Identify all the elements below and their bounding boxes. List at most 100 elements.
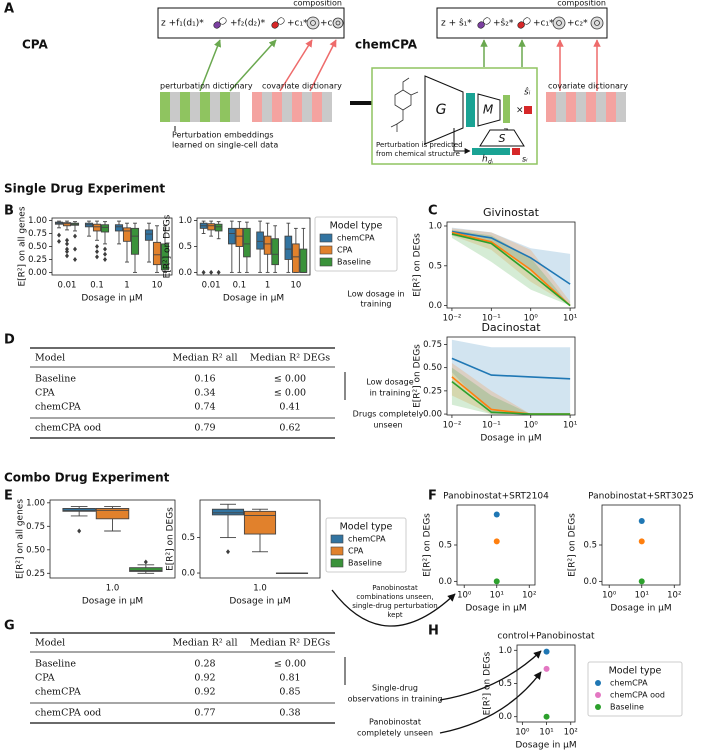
annotation: single-drug perturbation [352,602,438,610]
scale-label: ŝᵢ [524,87,531,98]
chart-title: Panobinostat+SRT3025 [588,492,694,502]
table-cell: 0.92 [194,673,215,684]
panel-letter: D [4,333,15,348]
legend-swatch [319,245,333,255]
y-tick-label: 0.0 [181,569,195,579]
outlier [73,256,77,262]
x-tick-label: 10² [522,591,536,601]
x-tick-label: 10⁰ [524,421,539,431]
y-tick-label: 0.5 [178,242,192,252]
x-tick-label: 10⁰ [602,591,617,601]
point [493,578,500,585]
y-tick-label: 0.5 [498,679,512,689]
y-tick-label: 0.0 [438,577,452,587]
model-label: CPA [22,38,49,52]
legend-label: CPA [348,547,364,556]
table-cell: chemCPA [35,402,81,413]
box [144,229,154,241]
outlier [95,249,99,255]
outlier [103,246,107,252]
x-tick-label: 10¹ [635,591,649,601]
times-sign: × [516,106,524,116]
x-tick-label: 10² [564,728,578,738]
point [543,713,550,720]
outlier [143,559,148,565]
x-tick-label: 0.01 [58,281,77,291]
outlier [95,254,99,260]
legend-title: Model type [609,666,662,677]
y-tick-label: 0.5 [181,533,195,543]
legend-swatch [595,704,601,710]
x-tick-label: 10² [667,591,681,601]
x-axis-label: Dosage in μM [610,604,671,614]
annotation: Drugs completely [353,410,424,419]
x-axis-label: Dosage in μM [223,294,284,304]
chart-title: Panobinostat+SRT2104 [443,492,549,502]
y-tick-label: 0.5 [438,541,452,551]
x-tick-label: 10⁰ [457,591,472,601]
outlier [103,256,107,262]
y-tick-label: 0.00 [423,410,442,420]
s-label: sᵢ [522,155,528,164]
annotation: Panobinostat [369,718,421,727]
legend-frame [325,517,407,573]
table-cell: chemCPA ood [35,423,101,434]
annotation: in training [370,389,411,398]
box [284,235,293,260]
outlier [65,249,69,255]
arrow [439,650,542,701]
outlier [65,241,69,247]
y-tick-label: 0.5 [428,261,442,271]
outlier [65,237,69,243]
x-tick-label: 10 [152,281,163,291]
legend-label: chemCPA [348,535,386,544]
x-tick-label: 10¹ [563,314,577,324]
formula-term: +c₁* [287,19,308,29]
table-cell: 0.34 [194,388,215,399]
y-tick-label: 1.0 [498,646,512,656]
box [243,227,251,258]
x-tick-label: 10⁻² [443,421,462,431]
confidence-band [451,339,571,415]
arrow [309,39,337,92]
x-axis-label: Dosage in μM [81,294,142,304]
outlier [95,244,99,249]
x-axis-label: Dosage in μM [515,741,576,751]
table-cell: 0.74 [194,402,215,413]
mlp-shape [477,93,501,127]
formula-term: +ŝ₂* [493,18,514,29]
box [92,223,102,232]
x-tick-label: 10⁻¹ [482,421,501,431]
legend-swatch [330,534,344,544]
composition-label: composition [293,0,342,8]
y-axis-label: E[R²] on DEGs [413,344,423,408]
y-tick-label: 1.00 [26,498,45,508]
x-tick-label: 10⁰ [515,728,530,738]
table-cell: CPA [35,388,55,399]
panel-letter: A [4,2,14,17]
y-axis-label: E[R²] on DEGs [163,214,173,278]
composition-label: composition [557,0,606,8]
drug-icon [271,17,285,29]
y-tick-label: 0.0 [178,268,192,278]
x-axis-label: Dosage in μM [229,597,290,607]
outlier [209,269,214,275]
legend-title: Model type [340,522,393,533]
line [451,380,571,415]
box [100,224,110,233]
model-label: chemCPA [355,38,418,52]
box [114,224,124,232]
annotation: Panobinostat [372,584,418,592]
drug-icon [477,17,491,29]
box [235,227,244,247]
outlier [73,233,77,239]
confidence-band [451,367,571,415]
dictionary-label: perturbation dictionary [160,82,253,91]
box [214,223,223,232]
scaler-label: S [499,132,506,145]
perturbation-dictionary [160,92,240,122]
y-axis-label: E[R²] on DEGs [423,513,433,577]
outlier [226,549,230,555]
y-tick-label: 0.0 [583,577,597,587]
